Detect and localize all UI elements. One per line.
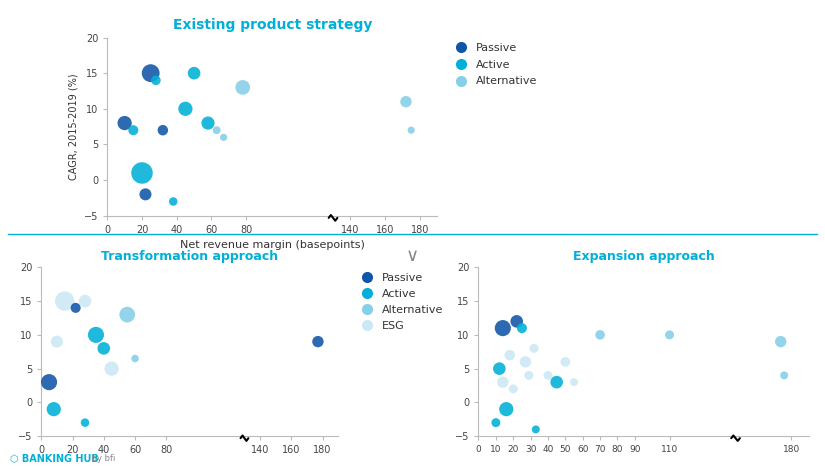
Point [496, 378, 509, 386]
Point [78, 419, 92, 426]
Point [568, 378, 581, 386]
Point [516, 325, 529, 332]
Point [663, 331, 676, 339]
Point [58, 297, 71, 305]
Point [522, 371, 535, 379]
Point [129, 355, 142, 362]
Point [399, 98, 412, 106]
Point [105, 365, 118, 372]
Point [404, 127, 417, 134]
Point [500, 405, 513, 413]
Point [50, 338, 64, 345]
Point [210, 127, 224, 134]
Point [179, 105, 192, 113]
Point [118, 119, 131, 127]
X-axis label: Net revenue margin (basepoints): Net revenue margin (basepoints) [180, 240, 365, 250]
Point [774, 338, 787, 345]
Point [507, 385, 520, 393]
Point [135, 169, 148, 177]
Point [529, 426, 542, 433]
Point [217, 134, 230, 141]
Point [489, 419, 502, 426]
Point [593, 331, 606, 339]
Point [187, 69, 200, 77]
Point [149, 76, 163, 84]
Point [778, 371, 791, 379]
Point [120, 311, 134, 318]
Point [167, 198, 180, 205]
Point [156, 127, 169, 134]
Point [496, 325, 509, 332]
Text: by bfi: by bfi [89, 454, 116, 463]
Legend: Passive, Active, Alternative, ESG: Passive, Active, Alternative, ESG [356, 273, 444, 331]
Point [493, 365, 506, 372]
Point [510, 318, 523, 325]
Point [47, 405, 60, 413]
Point [236, 83, 249, 91]
Point [144, 69, 158, 77]
Title: Expansion approach: Expansion approach [573, 250, 714, 264]
Point [550, 378, 563, 386]
Point [89, 331, 102, 339]
Title: Transformation approach: Transformation approach [101, 250, 278, 264]
Point [527, 345, 540, 352]
Text: ⬡ BANKING HUB: ⬡ BANKING HUB [10, 454, 99, 463]
Point [559, 358, 572, 366]
Text: ∨: ∨ [406, 247, 419, 265]
Point [97, 345, 111, 352]
Point [139, 190, 152, 198]
Y-axis label: CAGR, 2015-2019 (%): CAGR, 2015-2019 (%) [68, 73, 78, 180]
Point [503, 351, 516, 359]
Point [541, 371, 554, 379]
Point [201, 119, 214, 127]
Point [42, 378, 55, 386]
Point [519, 358, 532, 366]
Title: Existing product strategy: Existing product strategy [172, 18, 372, 32]
Point [127, 127, 140, 134]
Point [311, 338, 324, 345]
Point [69, 304, 83, 311]
Point [78, 297, 92, 305]
Legend: Passive, Active, Alternative: Passive, Active, Alternative [450, 43, 537, 86]
